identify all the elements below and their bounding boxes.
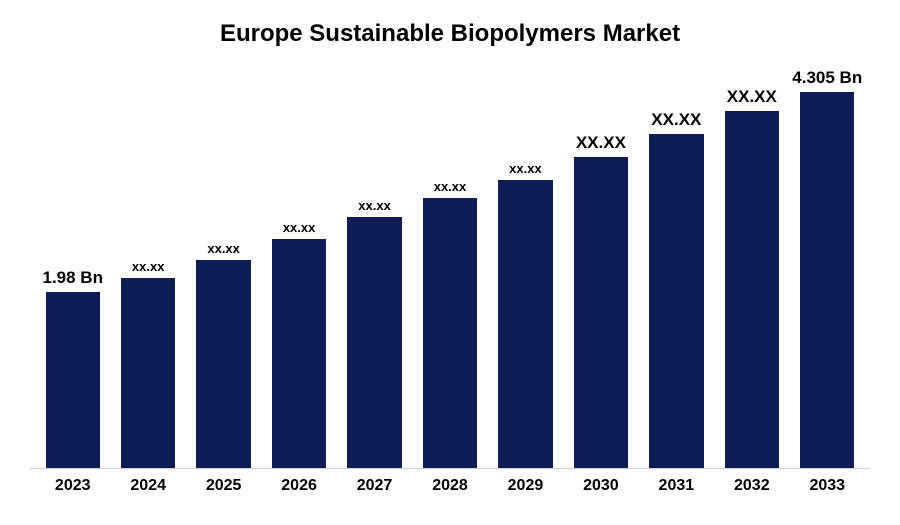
bar-value-label: XX.XX [576,133,626,153]
bar [725,111,779,468]
x-label: 2027 [337,477,412,495]
bar-group: 4.305 Bn [790,68,865,468]
bar [196,260,250,468]
bar-group: xx.xx [337,68,412,468]
bar-group: xx.xx [186,68,261,468]
bar [347,217,401,468]
bar-group: xx.xx [412,68,487,468]
bar-value-label: xx.xx [207,241,240,256]
x-label: 2026 [261,477,336,495]
bar-value-label: 4.305 Bn [792,68,862,88]
bar-value-label: XX.XX [727,87,777,107]
bar [574,157,628,468]
bar-value-label: XX.XX [651,110,701,130]
x-label: 2025 [186,477,261,495]
x-label: 2031 [639,477,714,495]
bar [46,292,100,468]
bar-value-label: 1.98 Bn [42,268,102,288]
x-axis-labels: 2023 2024 2025 2026 2027 2028 2029 2030 … [30,469,870,495]
bar-group: XX.XX [714,68,789,468]
bar [423,198,477,468]
chart-area: 1.98 Bn xx.xx xx.xx xx.xx xx.xx xx.xx xx… [30,68,870,495]
x-label: 2028 [412,477,487,495]
bar [649,134,703,468]
bars-container: 1.98 Bn xx.xx xx.xx xx.xx xx.xx xx.xx xx… [30,68,870,469]
bar-value-label: xx.xx [434,179,467,194]
x-label: 2023 [35,477,110,495]
bar [498,180,552,468]
bar [800,92,854,468]
x-label: 2030 [563,477,638,495]
bar-value-label: xx.xx [283,220,316,235]
bar-value-label: xx.xx [358,198,391,213]
x-label: 2029 [488,477,563,495]
bar-group: xx.xx [488,68,563,468]
bar [272,239,326,468]
x-label: 2032 [714,477,789,495]
bar-value-label: xx.xx [509,161,542,176]
bar-value-label: xx.xx [132,259,165,274]
bar [121,278,175,468]
x-label: 2033 [790,477,865,495]
bar-group: xx.xx [110,68,185,468]
chart-title: Europe Sustainable Biopolymers Market [30,20,870,48]
bar-group: xx.xx [261,68,336,468]
bar-group: 1.98 Bn [35,68,110,468]
x-label: 2024 [110,477,185,495]
bar-group: XX.XX [639,68,714,468]
bar-group: XX.XX [563,68,638,468]
